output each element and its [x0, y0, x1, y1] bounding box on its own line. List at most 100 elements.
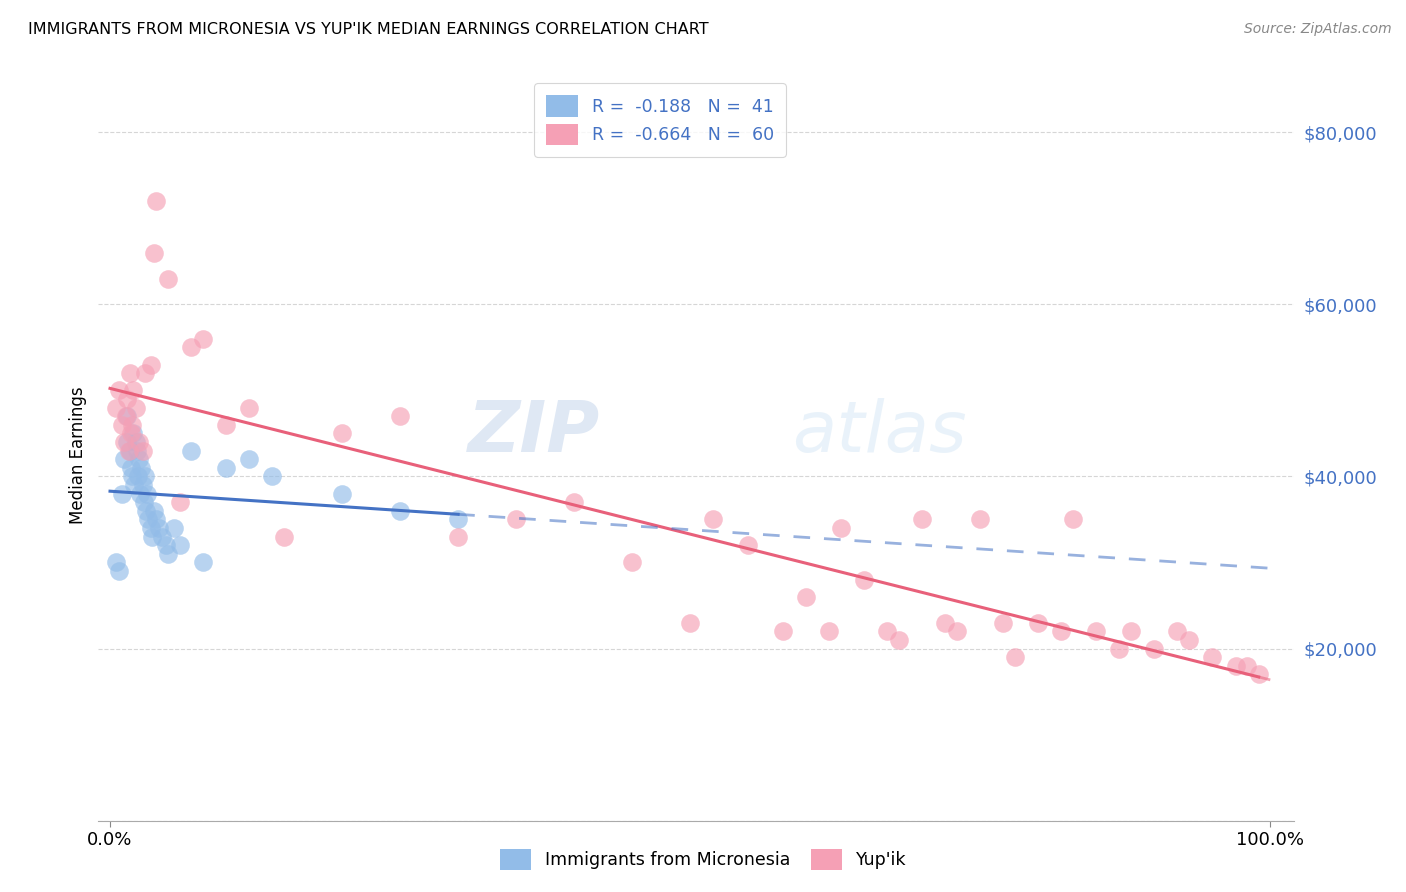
Point — [993, 615, 1015, 630]
Point — [111, 486, 134, 500]
Point — [934, 615, 956, 630]
Point — [946, 624, 969, 639]
Point — [139, 521, 162, 535]
Point — [134, 469, 156, 483]
Point — [124, 435, 146, 450]
Point — [121, 469, 143, 483]
Point — [447, 530, 470, 544]
Point — [238, 401, 260, 415]
Point — [128, 435, 150, 450]
Point — [117, 443, 139, 458]
Point — [141, 530, 163, 544]
Point — [131, 443, 153, 458]
Point — [1085, 624, 1108, 639]
Point — [876, 624, 898, 639]
Point — [122, 384, 145, 398]
Point — [887, 632, 910, 647]
Point — [143, 245, 166, 260]
Point — [238, 452, 260, 467]
Point — [131, 478, 153, 492]
Text: Source: ZipAtlas.com: Source: ZipAtlas.com — [1244, 22, 1392, 37]
Point — [122, 426, 145, 441]
Point — [117, 392, 139, 406]
Point — [118, 443, 141, 458]
Point — [117, 409, 139, 424]
Point — [1143, 641, 1166, 656]
Point — [1119, 624, 1142, 639]
Point — [389, 409, 412, 424]
Point — [124, 478, 146, 492]
Point — [112, 435, 135, 450]
Point — [111, 417, 134, 432]
Point — [1201, 650, 1223, 665]
Point — [104, 401, 127, 415]
Point — [115, 409, 138, 424]
Point — [121, 417, 143, 432]
Point — [104, 556, 127, 570]
Point — [118, 366, 141, 380]
Point — [136, 486, 159, 500]
Point — [262, 469, 284, 483]
Point — [772, 624, 794, 639]
Point — [124, 401, 146, 415]
Point — [191, 556, 214, 570]
Point — [155, 538, 177, 552]
Point — [134, 366, 156, 380]
Point — [120, 460, 142, 475]
Point — [157, 271, 180, 285]
Point — [163, 521, 186, 535]
Point — [136, 512, 159, 526]
Point — [150, 530, 173, 544]
Point — [169, 495, 191, 509]
Point — [794, 590, 817, 604]
Point — [145, 194, 167, 208]
Y-axis label: Median Earnings: Median Earnings — [69, 386, 87, 524]
Legend: Immigrants from Micronesia, Yup'ik: Immigrants from Micronesia, Yup'ik — [491, 840, 915, 879]
Point — [911, 512, 934, 526]
Point — [1108, 641, 1130, 656]
Point — [1062, 512, 1084, 526]
Point — [145, 512, 167, 526]
Point — [737, 538, 759, 552]
Point — [505, 512, 527, 526]
Point — [1247, 667, 1270, 681]
Point — [129, 486, 152, 500]
Point — [112, 452, 135, 467]
Point — [1236, 658, 1258, 673]
Point — [330, 486, 353, 500]
Text: IMMIGRANTS FROM MICRONESIA VS YUP'IK MEDIAN EARNINGS CORRELATION CHART: IMMIGRANTS FROM MICRONESIA VS YUP'IK MED… — [28, 22, 709, 37]
Point — [1004, 650, 1026, 665]
Point — [562, 495, 585, 509]
Point — [969, 512, 991, 526]
Point — [1178, 632, 1201, 647]
Point — [132, 495, 155, 509]
Point — [830, 521, 852, 535]
Point — [1026, 615, 1049, 630]
Point — [180, 443, 202, 458]
Point — [818, 624, 841, 639]
Point — [148, 521, 170, 535]
Text: ZIP: ZIP — [468, 399, 600, 467]
Legend: R =  -0.188   N =  41, R =  -0.664   N =  60: R = -0.188 N = 41, R = -0.664 N = 60 — [534, 83, 786, 157]
Point — [1225, 658, 1247, 673]
Point — [108, 384, 131, 398]
Point — [180, 340, 202, 354]
Point — [679, 615, 702, 630]
Point — [389, 504, 412, 518]
Point — [215, 417, 238, 432]
Point — [143, 504, 166, 518]
Point — [273, 530, 295, 544]
Point — [1166, 624, 1188, 639]
Point — [139, 358, 162, 372]
Point — [135, 504, 157, 518]
Point — [191, 332, 214, 346]
Point — [108, 564, 131, 578]
Point — [128, 452, 150, 467]
Point — [330, 426, 353, 441]
Text: atlas: atlas — [792, 399, 966, 467]
Point — [131, 460, 153, 475]
Point — [853, 573, 876, 587]
Point — [702, 512, 724, 526]
Point — [447, 512, 470, 526]
Point — [117, 435, 139, 450]
